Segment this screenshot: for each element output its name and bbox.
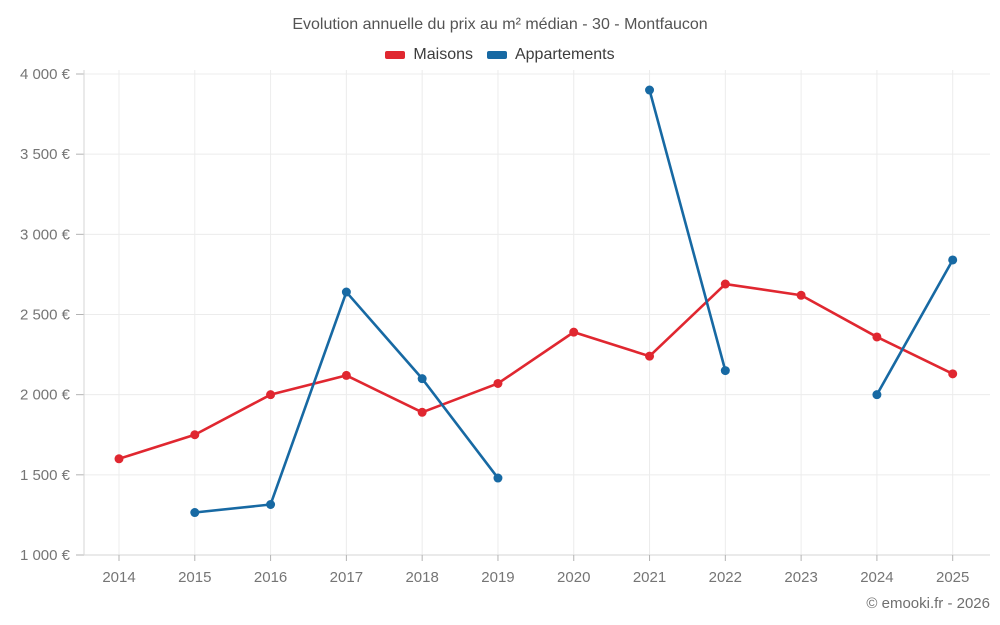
y-tick-label: 2 500 € xyxy=(20,307,71,324)
data-point-maisons-2018[interactable] xyxy=(417,407,427,417)
legend-item-appartements[interactable]: Appartements xyxy=(486,46,615,64)
x-tick-label: 2015 xyxy=(178,569,211,586)
data-point-appartements-2024[interactable] xyxy=(872,390,882,400)
x-tick-label: 2021 xyxy=(633,569,666,586)
y-tick-label: 1 500 € xyxy=(20,467,71,484)
y-tick-label: 3 000 € xyxy=(20,226,71,243)
data-point-maisons-2020[interactable] xyxy=(569,327,579,337)
series-line-appartements xyxy=(648,88,727,372)
x-tick-label: 2019 xyxy=(481,569,514,586)
appartements-swatch-icon xyxy=(486,51,507,59)
data-point-maisons-2024[interactable] xyxy=(872,332,882,342)
data-point-maisons-2019[interactable] xyxy=(493,378,503,388)
x-tick-label: 2022 xyxy=(709,569,742,586)
data-point-appartements-2019[interactable] xyxy=(493,473,503,483)
data-point-appartements-2018[interactable] xyxy=(417,374,427,384)
y-tick-label: 4 000 € xyxy=(20,66,71,83)
data-point-appartements-2016[interactable] xyxy=(266,499,276,509)
data-point-appartements-2022[interactable] xyxy=(720,366,730,376)
data-point-maisons-2022[interactable] xyxy=(720,279,730,289)
data-point-appartements-2017[interactable] xyxy=(341,287,351,297)
data-point-maisons-2016[interactable] xyxy=(266,390,276,400)
x-tick-label: 2020 xyxy=(557,569,590,586)
chart-title: Evolution annuelle du prix au m² médian … xyxy=(292,16,708,33)
x-tick-label: 2024 xyxy=(860,569,893,586)
x-tick-label: 2017 xyxy=(330,569,363,586)
y-tick-label: 3 500 € xyxy=(20,146,71,163)
data-point-maisons-2014[interactable] xyxy=(114,454,124,464)
data-point-appartements-2025[interactable] xyxy=(948,255,958,265)
legend-label-maisons: Maisons xyxy=(413,46,473,63)
series-line-appartements xyxy=(875,258,955,396)
data-point-maisons-2025[interactable] xyxy=(948,369,958,379)
x-tick-label: 2023 xyxy=(784,569,817,586)
copyright-text: © emooki.fr - 2026 xyxy=(866,595,990,612)
x-tick-label: 2025 xyxy=(936,569,969,586)
legend-item-maisons[interactable]: Maisons xyxy=(385,46,473,64)
y-tick-label: 2 000 € xyxy=(20,387,71,404)
data-point-maisons-2015[interactable] xyxy=(190,430,200,440)
data-point-maisons-2023[interactable] xyxy=(796,290,806,300)
series-line-maisons xyxy=(117,282,955,461)
legend: Maisons Appartements xyxy=(0,46,1000,64)
y-tick-label: 1 000 € xyxy=(20,547,71,564)
maisons-swatch-icon xyxy=(385,51,406,59)
data-point-maisons-2017[interactable] xyxy=(341,370,351,380)
x-tick-label: 2016 xyxy=(254,569,287,586)
data-point-appartements-2015[interactable] xyxy=(190,508,200,518)
data-point-maisons-2021[interactable] xyxy=(645,351,655,361)
x-tick-label: 2018 xyxy=(405,569,438,586)
legend-label-appartements: Appartements xyxy=(514,46,615,63)
x-tick-label: 2014 xyxy=(102,569,135,586)
data-point-appartements-2021[interactable] xyxy=(645,85,655,95)
